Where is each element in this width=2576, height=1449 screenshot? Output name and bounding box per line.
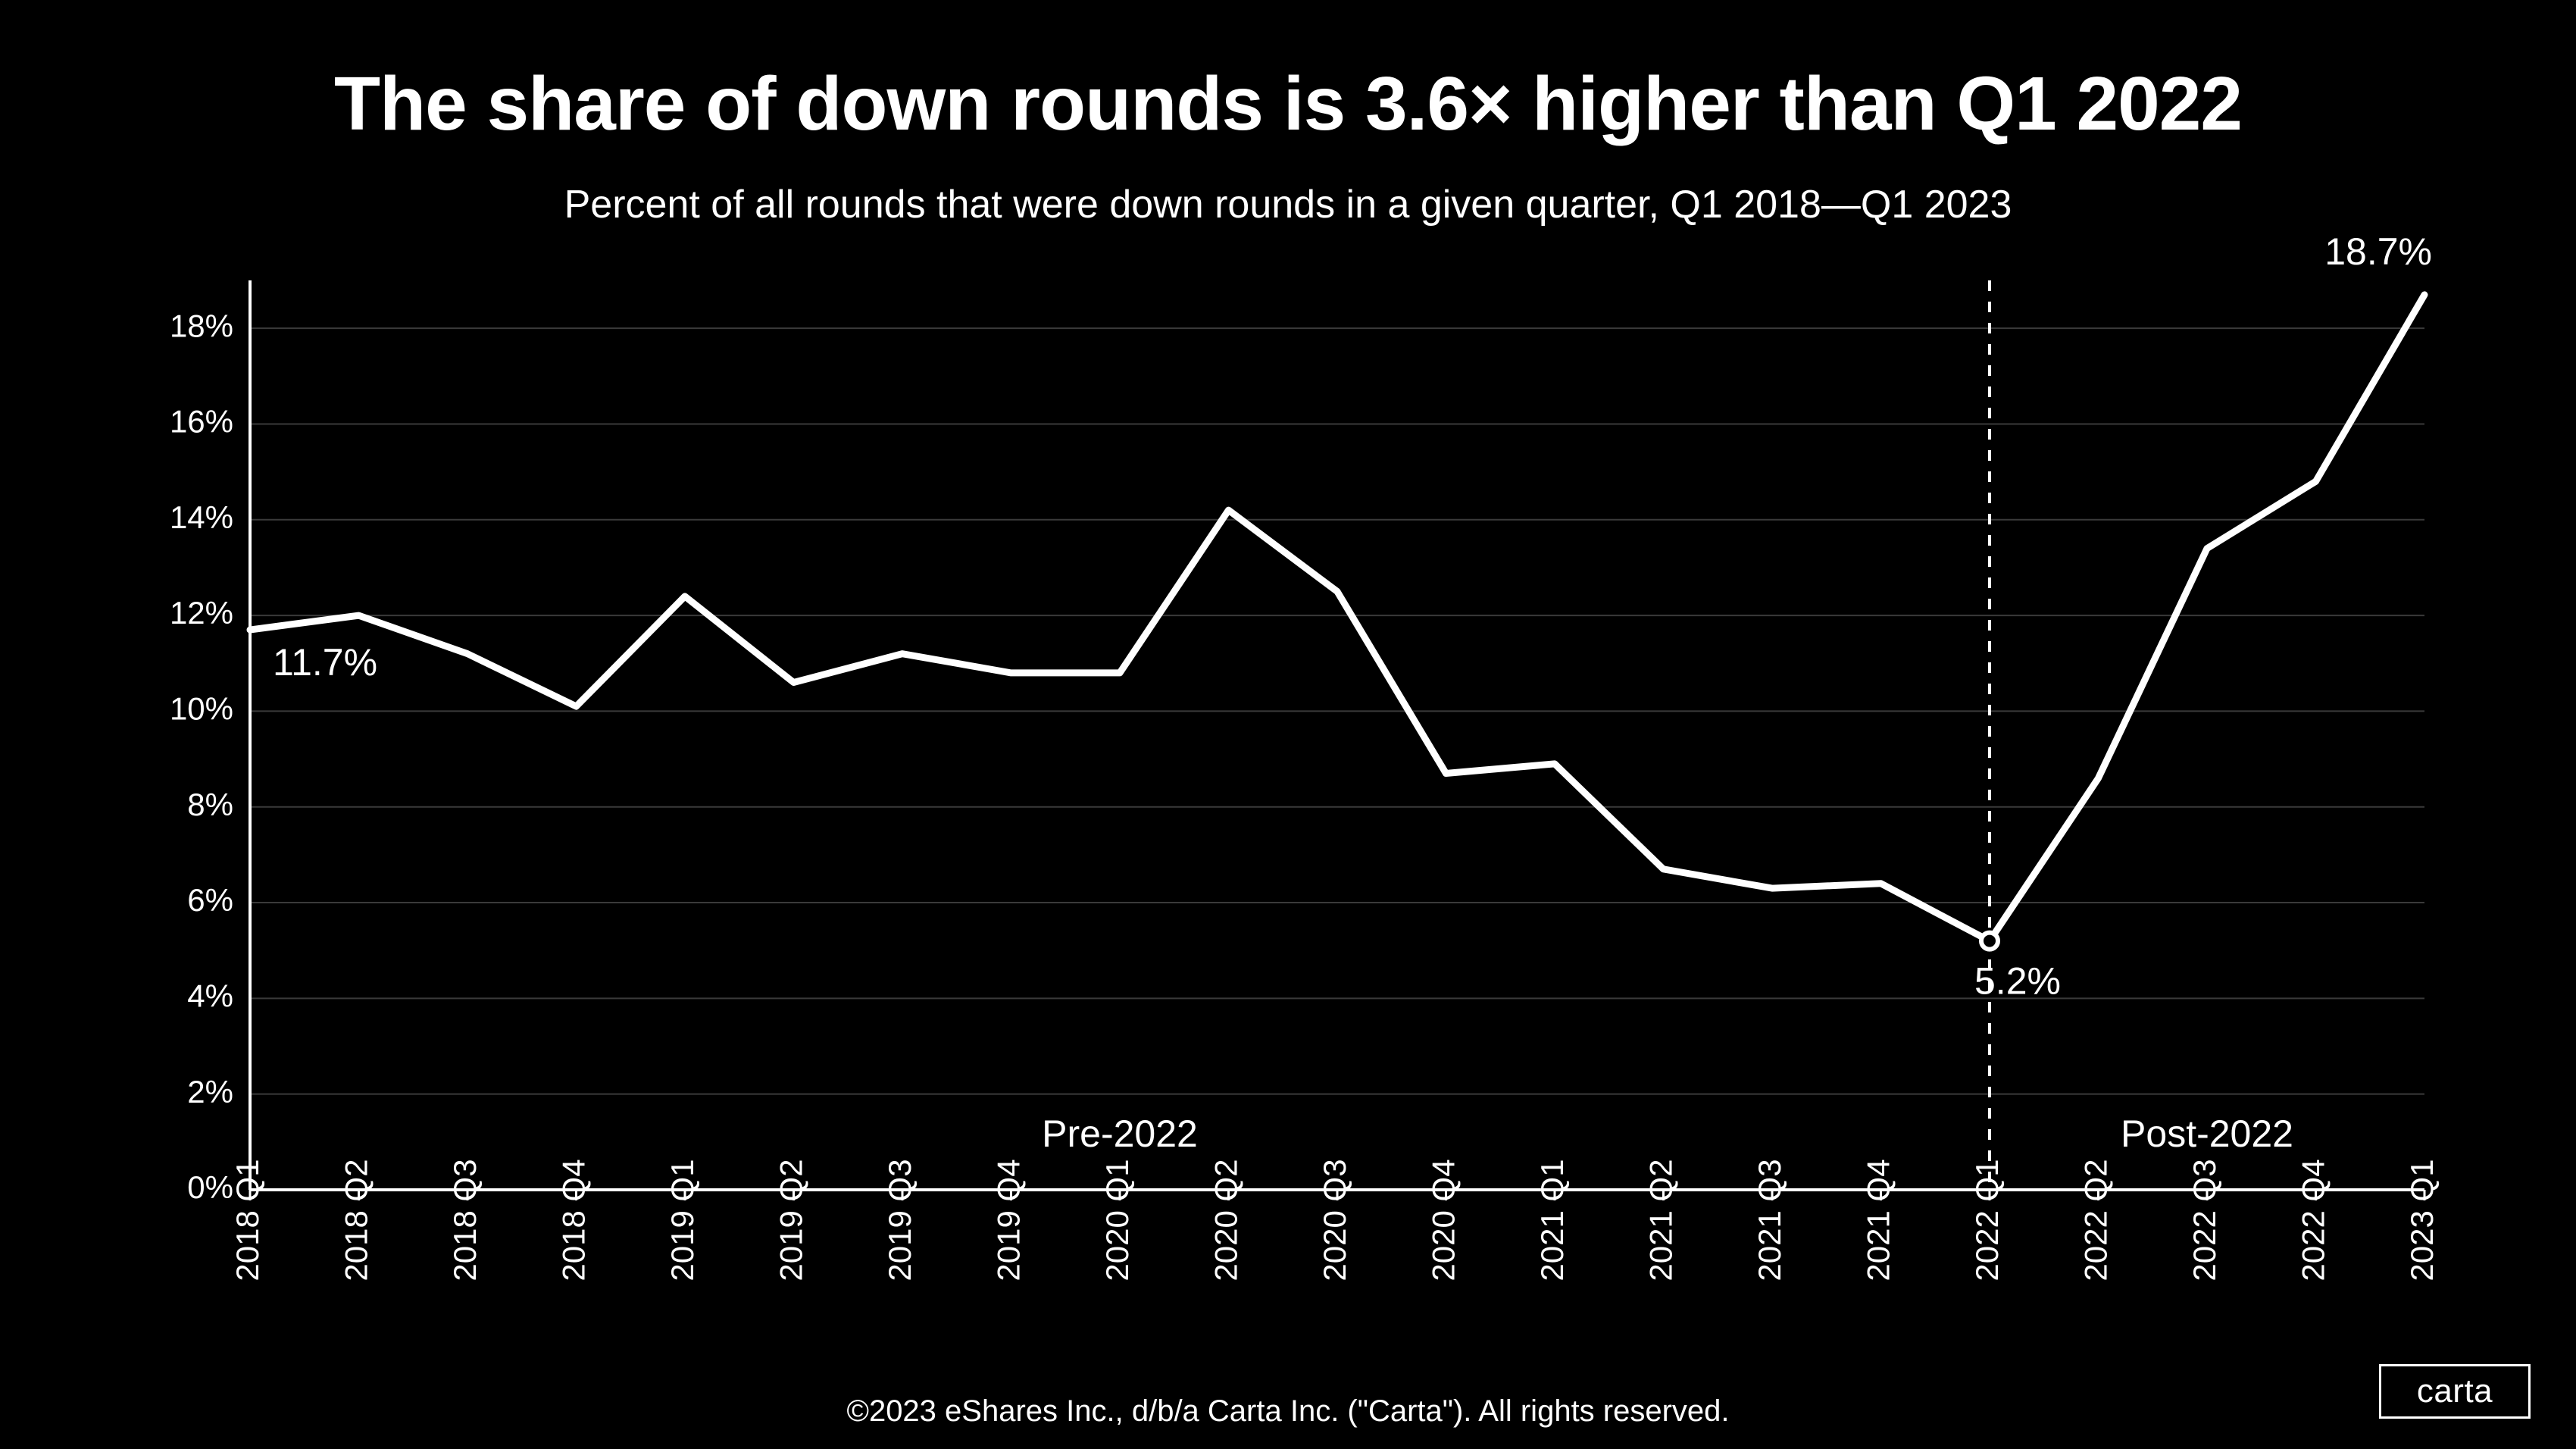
carta-logo: carta [2379, 1364, 2531, 1419]
data-line [250, 295, 2424, 941]
x-tick-label: 2018 Q3 [447, 1159, 483, 1281]
x-tick-label: 2022 Q2 [2078, 1159, 2114, 1281]
x-tick-label: 2019 Q4 [991, 1159, 1027, 1281]
x-tick-label: 2020 Q2 [1208, 1159, 1244, 1281]
x-tick-label: 2019 Q1 [664, 1159, 700, 1281]
x-tick-label: 2021 Q3 [1752, 1159, 1787, 1281]
y-tick-label: 2% [187, 1074, 233, 1109]
footer-text: ©2023 eShares Inc., d/b/a Carta Inc. ("C… [0, 1394, 2576, 1429]
data-annotation: 5.2% [1974, 960, 2061, 1003]
y-tick-label: 14% [170, 499, 233, 535]
x-tick-label: 2018 Q4 [556, 1159, 592, 1281]
y-tick-label: 8% [187, 787, 233, 822]
y-tick-label: 4% [187, 978, 233, 1013]
line-chart: 0% 2% 4% 6% 8% 10% 12% 14% 16% 18% 11.7% 5.2% 18.7% P… [0, 0, 2576, 1449]
data-annotation: 11.7% [273, 641, 377, 684]
highlight-marker [1981, 933, 1998, 950]
x-tick-label: 2023 Q1 [2404, 1159, 2440, 1281]
y-tick-label: 12% [170, 595, 233, 631]
x-tick-label: 2019 Q2 [774, 1159, 809, 1281]
era-label: Pre-2022 [1042, 1113, 1198, 1155]
x-tick-label: 2022 Q4 [2296, 1159, 2331, 1281]
x-tick-label: 2022 Q1 [1969, 1159, 2005, 1281]
y-tick-label: 16% [170, 404, 233, 440]
x-tick-label: 2020 Q4 [1426, 1159, 1462, 1281]
x-tick-label: 2021 Q2 [1643, 1159, 1679, 1281]
x-tick-label: 2021 Q4 [1861, 1159, 1896, 1281]
x-tick-label: 2020 Q1 [1099, 1159, 1135, 1281]
x-tick-label: 2018 Q1 [230, 1159, 265, 1281]
x-tick-label: 2022 Q3 [2187, 1159, 2222, 1281]
era-label: Post-2022 [2121, 1113, 2293, 1155]
x-tick-label: 2018 Q2 [339, 1159, 374, 1281]
x-tick-label: 2021 Q1 [1534, 1159, 1570, 1281]
y-tick-label: 0% [187, 1169, 233, 1205]
y-tick-label: 6% [187, 882, 233, 918]
x-tick-label: 2020 Q3 [1317, 1159, 1352, 1281]
y-tick-label: 18% [170, 308, 233, 343]
data-annotation: 18.7% [2324, 230, 2432, 273]
x-tick-label: 2019 Q3 [882, 1159, 918, 1281]
y-tick-label: 10% [170, 691, 233, 727]
